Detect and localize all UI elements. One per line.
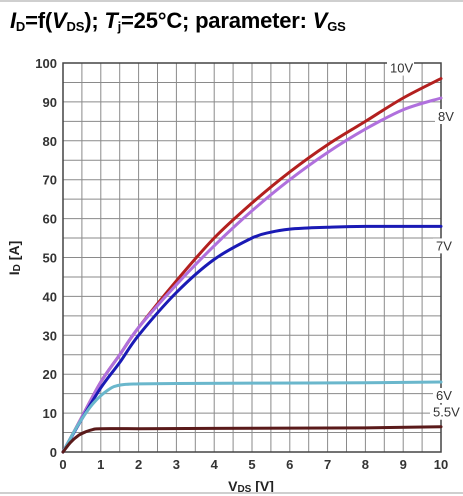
grid: [62, 62, 442, 453]
y-tick-label: 40: [43, 289, 57, 304]
series-label-bg: [433, 387, 453, 403]
series-label: 8V: [438, 109, 454, 124]
series-lines: [61, 77, 443, 454]
y-tick-label: 100: [35, 56, 57, 71]
series-label-bg: [433, 238, 453, 254]
series-label-bg: [435, 109, 455, 125]
series-line: [61, 425, 443, 454]
x-tick-label: 9: [400, 457, 407, 472]
series-label: 6V: [436, 388, 452, 403]
x-tick-label: 6: [286, 457, 293, 472]
series-label-bg: [387, 60, 414, 76]
plot-border: [62, 62, 442, 453]
series-line: [61, 380, 443, 454]
plot-frame: [62, 62, 442, 453]
y-tick-label: 90: [43, 95, 57, 110]
y-tick-label: 80: [43, 134, 57, 149]
y-tick-label: 70: [43, 173, 57, 188]
x-tick-label: 10: [434, 457, 448, 472]
series-line: [61, 224, 443, 454]
y-tick-labels: 0 10 20 30 40 50 60 70 80 90 100: [35, 56, 57, 460]
series-label: 10V: [390, 61, 413, 76]
bottom-rule: [0, 492, 463, 494]
y-tick-label: 10: [43, 406, 57, 421]
y-tick-label: 60: [43, 212, 57, 227]
y-tick-label: 0: [50, 445, 57, 460]
x-tick-label: 8: [362, 457, 369, 472]
series-label-bg: [430, 404, 463, 420]
series-label: 7V: [436, 238, 452, 253]
x-tick-label: 1: [97, 457, 104, 472]
series-line: [61, 96, 443, 454]
series-labels: 10V 8V 7V 6V 5.5V: [387, 61, 463, 420]
top-rule: [0, 0, 463, 2]
x-tick-label: 4: [211, 457, 219, 472]
x-axis-title: VDS [V]: [228, 478, 274, 495]
x-tick-label: 7: [324, 457, 331, 472]
x-tick-label: 3: [173, 457, 180, 472]
series-label: 5.5V: [433, 405, 460, 420]
x-tick-labels: 0 1 2 3 4 5 6 7 8 9 10: [59, 457, 448, 472]
y-tick-label: 30: [43, 328, 57, 343]
x-tick-label: 0: [59, 457, 66, 472]
chart-title: ID=f(VDS); Tj=25°C; parameter: VGS: [10, 8, 346, 34]
y-tick-label: 20: [43, 367, 57, 382]
x-tick-label: 2: [135, 457, 142, 472]
y-tick-label: 50: [43, 251, 57, 266]
y-axis-title: ID [A]: [6, 241, 23, 275]
x-tick-label: 5: [248, 457, 255, 472]
